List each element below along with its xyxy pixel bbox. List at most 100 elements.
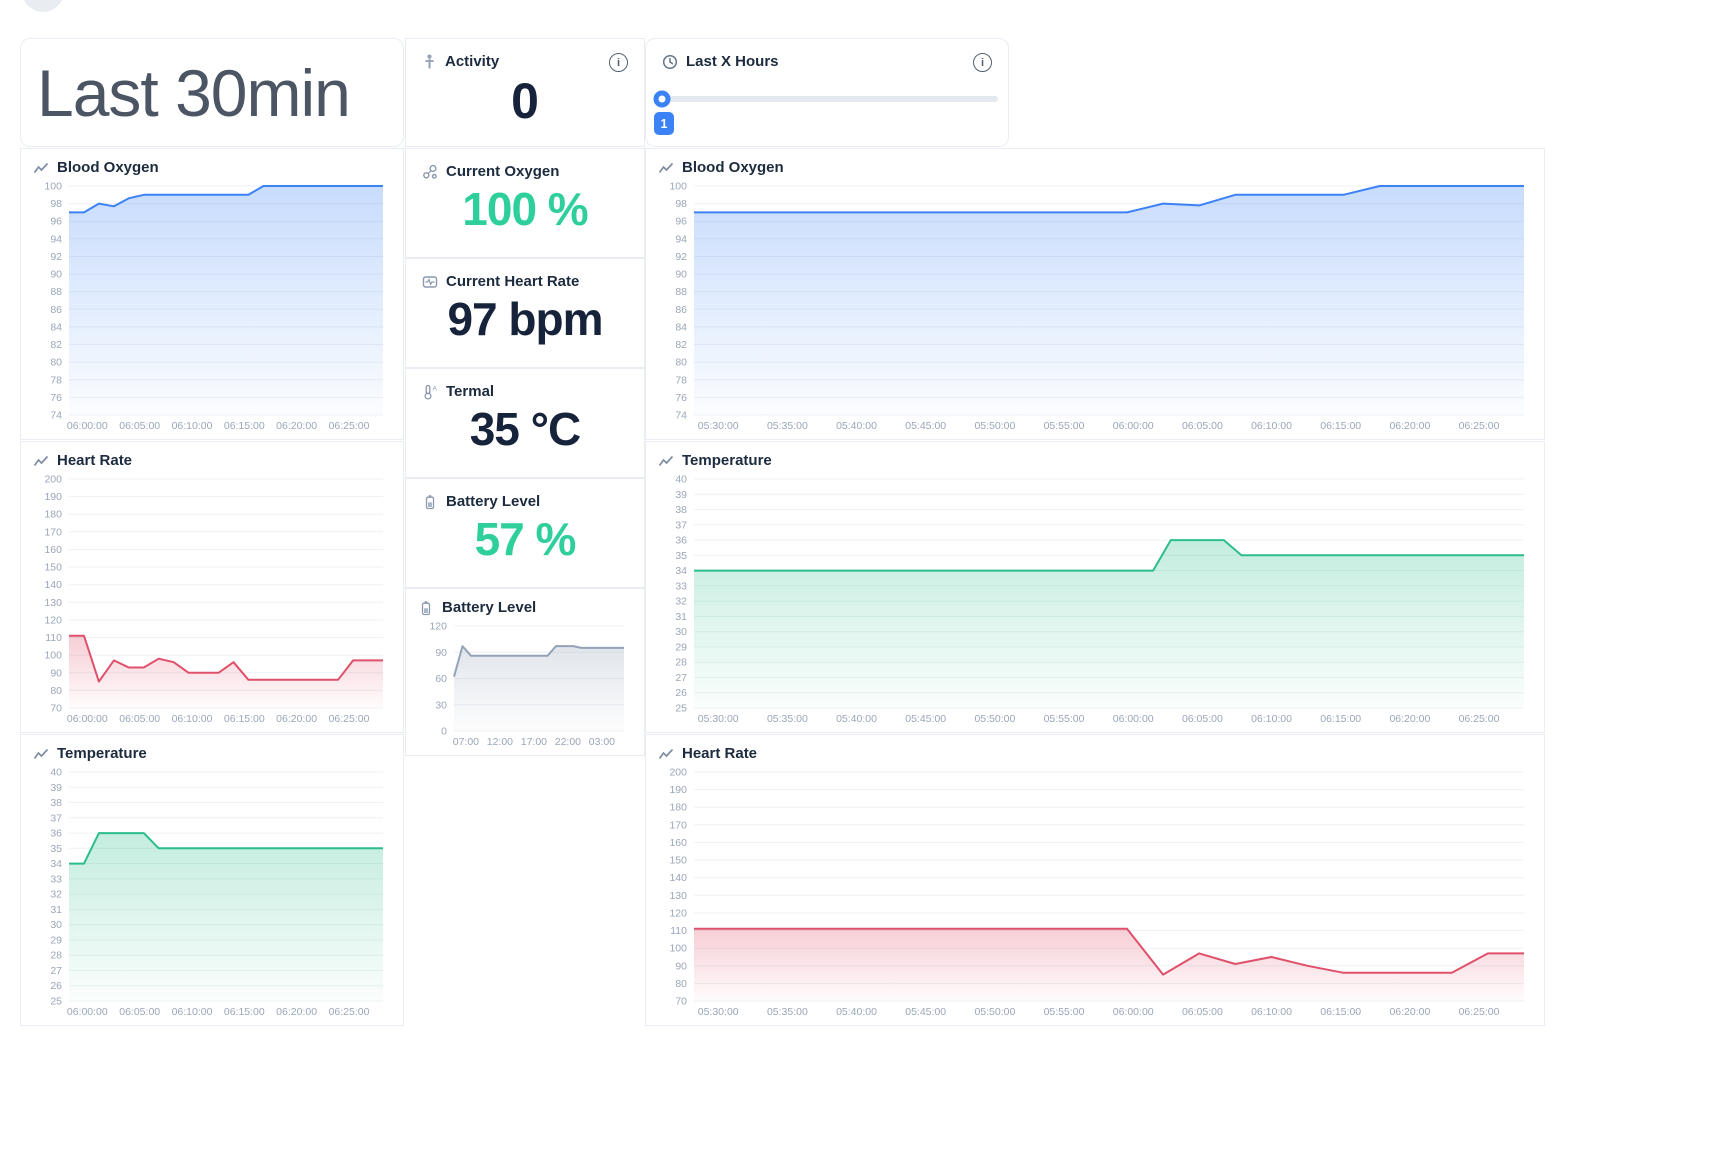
svg-text:88: 88 (675, 286, 687, 298)
svg-text:06:15:00: 06:15:00 (1320, 420, 1361, 432)
svg-text:06:00:00: 06:00:00 (1113, 420, 1154, 432)
svg-text:36: 36 (50, 828, 62, 840)
svg-text:140: 140 (669, 872, 687, 884)
svg-text:06:15:00: 06:15:00 (224, 1006, 265, 1018)
svg-text:130: 130 (669, 890, 687, 902)
svg-text:27: 27 (50, 965, 62, 977)
avatar[interactable] (22, 0, 64, 12)
hours-slider-value: 1 (654, 112, 674, 135)
svg-text:94: 94 (50, 233, 62, 245)
svg-text:39: 39 (675, 489, 687, 501)
termal-value: 35 °C (469, 402, 582, 455)
termal-card: A Termal 35 °C (405, 368, 645, 478)
svg-text:29: 29 (675, 641, 687, 653)
stat-label: Termal (446, 383, 495, 400)
stat-label: Current Oxygen (446, 163, 560, 180)
svg-text:150: 150 (669, 855, 687, 867)
svg-text:30: 30 (435, 699, 447, 711)
svg-text:90: 90 (435, 647, 447, 659)
svg-text:37: 37 (675, 519, 687, 531)
svg-text:32: 32 (50, 889, 62, 901)
svg-text:05:35:00: 05:35:00 (767, 1006, 808, 1018)
svg-text:92: 92 (50, 251, 62, 263)
info-icon[interactable]: i (973, 53, 992, 72)
temperature-chart-card: Temperature 40 39 38 37 36 35 34 33 32 31 30 29 28 27… (20, 734, 404, 1026)
trend-line-icon (658, 747, 674, 761)
blood-oxygen-wide-chart: 100 98 96 94 92 90 88 86 84 82 80 78 76 74 05:30:00 05:… (658, 178, 1532, 438)
svg-text:170: 170 (44, 526, 62, 538)
svg-text:06:20:00: 06:20:00 (276, 420, 317, 432)
svg-text:05:35:00: 05:35:00 (767, 420, 808, 432)
chart-title: Blood Oxygen (57, 159, 159, 176)
svg-text:06:15:00: 06:15:00 (1320, 713, 1361, 725)
svg-text:90: 90 (50, 269, 62, 281)
svg-text:06:05:00: 06:05:00 (119, 713, 160, 725)
svg-text:35: 35 (675, 550, 687, 562)
svg-text:25: 25 (675, 703, 687, 715)
svg-text:150: 150 (44, 562, 62, 574)
svg-text:22:00: 22:00 (555, 736, 581, 748)
svg-text:06:00:00: 06:00:00 (67, 420, 108, 432)
svg-text:26: 26 (675, 687, 687, 699)
svg-text:84: 84 (50, 321, 62, 333)
svg-text:94: 94 (675, 233, 687, 245)
svg-text:05:45:00: 05:45:00 (905, 713, 946, 725)
svg-text:25: 25 (50, 996, 62, 1008)
svg-text:38: 38 (50, 797, 62, 809)
svg-text:98: 98 (675, 198, 687, 210)
svg-text:06:10:00: 06:10:00 (172, 713, 213, 725)
svg-text:06:20:00: 06:20:00 (276, 713, 317, 725)
trend-line-icon (33, 454, 49, 468)
info-icon[interactable]: i (609, 53, 628, 72)
svg-text:06:05:00: 06:05:00 (119, 420, 160, 432)
svg-text:90: 90 (675, 269, 687, 281)
chart-title: Blood Oxygen (682, 159, 784, 176)
svg-text:100: 100 (44, 181, 62, 193)
svg-text:78: 78 (50, 374, 62, 386)
svg-text:06:10:00: 06:10:00 (172, 420, 213, 432)
blood-oxygen-wide-chart-card: Blood Oxygen 100 98 96 94 92 90 88 86 84 82 80 78 76… (645, 148, 1545, 440)
svg-text:120: 120 (44, 614, 62, 626)
svg-text:76: 76 (50, 392, 62, 404)
clock-icon (662, 54, 678, 70)
blood-oxygen-chart: 100 98 96 94 92 90 88 86 84 82 80 78 76 74 06:00:00 06:… (33, 178, 391, 438)
hours-slider[interactable]: 1 (653, 90, 998, 135)
trend-line-icon (33, 161, 49, 175)
svg-text:88: 88 (50, 286, 62, 298)
svg-text:78: 78 (675, 374, 687, 386)
svg-text:180: 180 (44, 509, 62, 521)
stat-label: Current Heart Rate (446, 273, 580, 290)
svg-text:33: 33 (675, 580, 687, 592)
svg-text:05:45:00: 05:45:00 (905, 420, 946, 432)
svg-text:200: 200 (669, 767, 687, 779)
svg-text:29: 29 (50, 934, 62, 946)
svg-text:06:05:00: 06:05:00 (1182, 1006, 1223, 1018)
svg-text:80: 80 (675, 357, 687, 369)
svg-text:0: 0 (441, 726, 447, 738)
last-x-hours-card: Last X Hours i 1 (645, 38, 1009, 147)
svg-text:06:10:00: 06:10:00 (1251, 420, 1292, 432)
svg-text:30: 30 (50, 919, 62, 931)
svg-text:70: 70 (675, 996, 687, 1008)
svg-text:200: 200 (44, 474, 62, 486)
svg-text:05:30:00: 05:30:00 (698, 713, 739, 725)
svg-text:06:10:00: 06:10:00 (1251, 1006, 1292, 1018)
svg-text:05:50:00: 05:50:00 (974, 713, 1015, 725)
time-range-title-card: Last 30min (20, 38, 404, 147)
battery-icon (422, 494, 438, 510)
svg-text:100: 100 (669, 943, 687, 955)
chart-title: Heart Rate (682, 745, 758, 762)
svg-text:06:00:00: 06:00:00 (67, 713, 108, 725)
hours-slider-handle[interactable] (653, 90, 671, 108)
temperature-chart: 40 39 38 37 36 35 34 33 32 31 30 29 28 27 26 25 06:00:00… (33, 764, 391, 1024)
svg-text:100: 100 (44, 650, 62, 662)
current-oxygen-value: 100 % (462, 182, 588, 235)
svg-text:07:00: 07:00 (453, 736, 479, 748)
svg-text:05:40:00: 05:40:00 (836, 420, 877, 432)
svg-text:84: 84 (675, 321, 687, 333)
svg-text:80: 80 (675, 978, 687, 990)
svg-text:06:05:00: 06:05:00 (1182, 713, 1223, 725)
trend-line-icon (658, 161, 674, 175)
activity-card: Activity i 0 (405, 38, 645, 147)
